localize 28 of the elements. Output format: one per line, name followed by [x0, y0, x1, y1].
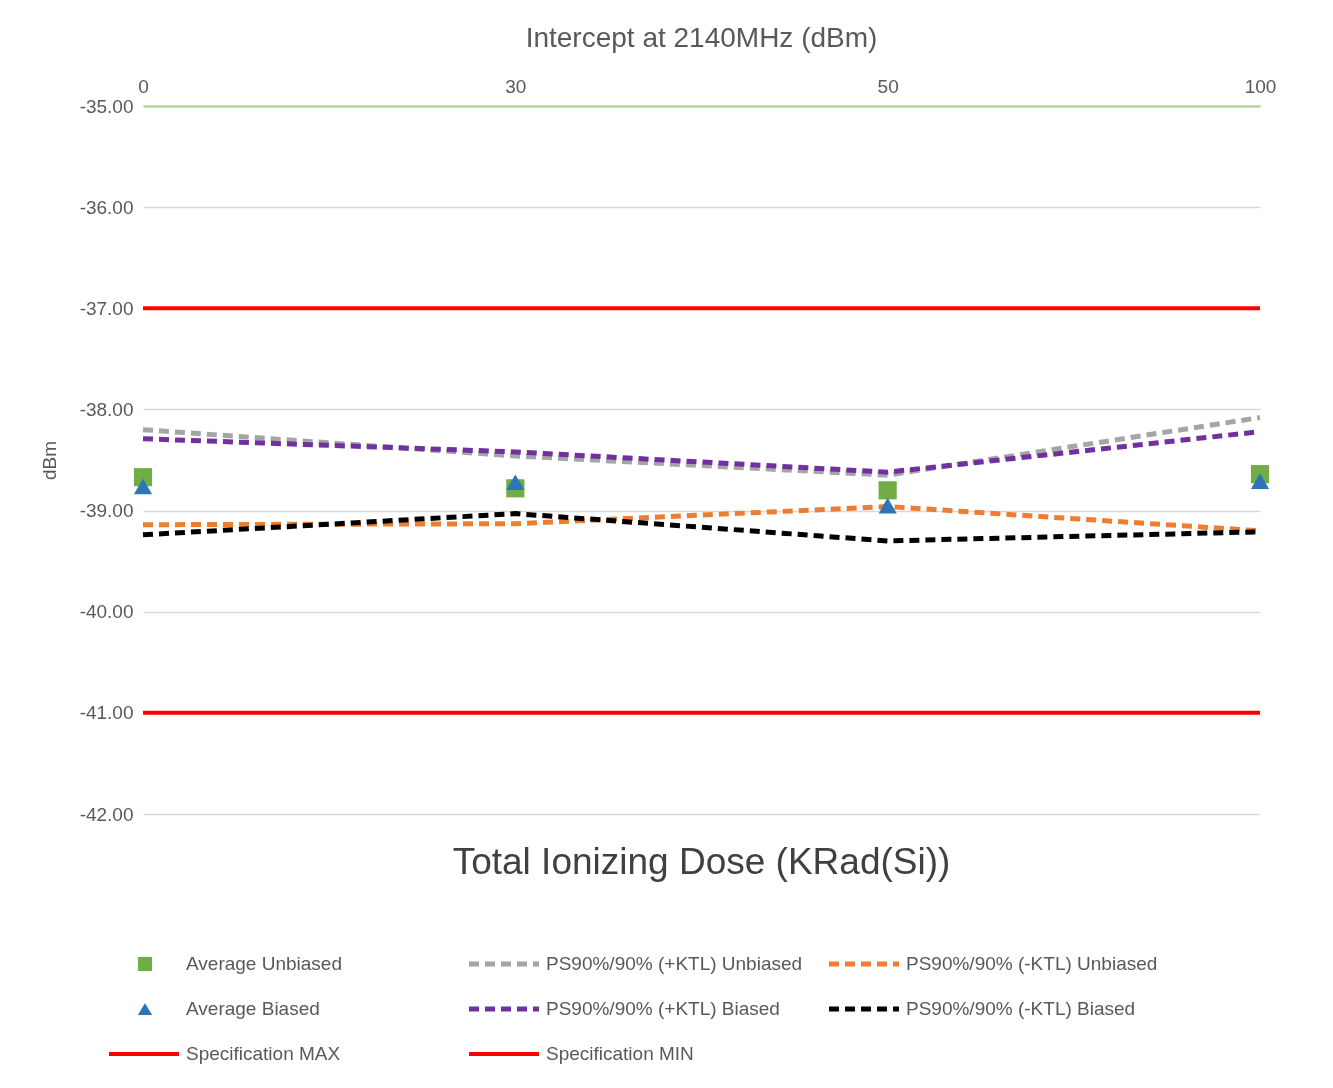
x-tick-label: 50	[877, 75, 899, 97]
point	[506, 474, 525, 491]
point	[133, 478, 153, 495]
y-axis-title: dBm	[38, 440, 60, 481]
x-tick-label: 100	[1244, 75, 1277, 97]
point	[878, 497, 897, 514]
legend-label: PS90%/90% (-KTL) Unbiased	[906, 953, 1158, 974]
point	[878, 481, 897, 500]
y-tick-label: -41.00	[79, 702, 134, 724]
y-tick-label: -39.00	[79, 500, 134, 522]
legend-label: PS90%/90% (+KTL) Unbiased	[546, 953, 803, 974]
legend-label: PS90%/90% (-KTL) Biased	[906, 998, 1136, 1019]
legend-label: Specification MAX	[186, 1043, 341, 1064]
legend-label: PS90%/90% (+KTL) Biased	[546, 998, 780, 1019]
y-tick-label: -40.00	[79, 601, 134, 623]
x-axis-title: Total Ionizing Dose (KRad(Si))	[452, 841, 951, 882]
y-tick-label: -42.00	[79, 803, 134, 825]
legend-label: Average Biased	[186, 998, 320, 1019]
x-tick-label: 0	[138, 75, 149, 97]
y-tick-label: -36.00	[79, 196, 134, 218]
y-tick-label: -37.00	[79, 297, 134, 319]
y-tick-label: -35.00	[79, 95, 134, 117]
point	[1250, 473, 1270, 490]
chart-title: Intercept at 2140MHz (dBm)	[525, 22, 878, 53]
legend-label: Average Unbiased	[186, 953, 342, 974]
legend-label: Specification MIN	[546, 1043, 694, 1064]
y-tick-label: -38.00	[79, 398, 134, 420]
x-tick-label: 30	[505, 75, 527, 97]
